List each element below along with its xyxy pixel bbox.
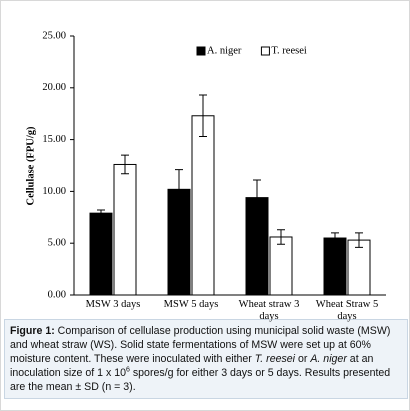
error-bar bbox=[199, 94, 207, 137]
legend-swatch bbox=[196, 46, 206, 56]
x-tick-label: Wheat Straw 5 days bbox=[315, 299, 379, 322]
y-tick-label: 10.00 bbox=[42, 186, 66, 197]
caption-text: spores/g for either 3 days or 5 days. Re… bbox=[10, 367, 391, 393]
x-tick-label: Wheat straw 3 days bbox=[238, 299, 300, 322]
caption-text: A. niger bbox=[310, 353, 347, 365]
error-bar bbox=[355, 232, 363, 248]
caption-text: Figure 1: bbox=[10, 325, 55, 337]
y-tick-label: 0.00 bbox=[48, 289, 66, 300]
caption-text: or bbox=[295, 353, 311, 365]
error-bar bbox=[331, 232, 339, 244]
legend-label: T. reesei bbox=[271, 45, 306, 56]
bar bbox=[323, 237, 347, 296]
y-tick-label: 25.00 bbox=[42, 30, 66, 41]
caption: Figure 1: Comparison of cellulase produc… bbox=[4, 319, 408, 399]
error-bar bbox=[277, 229, 285, 245]
y-tick-label: 5.00 bbox=[48, 238, 66, 249]
x-tick-label: MSW 3 days bbox=[85, 299, 141, 310]
bar bbox=[269, 236, 293, 296]
caption-text: T. reesei bbox=[254, 353, 296, 365]
caption-text: at an inoculation size of 1 x 10 bbox=[10, 353, 374, 379]
legend-label: A. niger bbox=[207, 45, 242, 56]
bar bbox=[347, 239, 371, 296]
caption-text: Comparison of cellulase production using… bbox=[10, 325, 391, 365]
error-bar bbox=[121, 154, 129, 175]
chart: Cellulase (FPU/g) 0.00 5.00 10.00 15.00 20.0… bbox=[25, 30, 386, 300]
bar bbox=[113, 163, 137, 296]
bar bbox=[191, 115, 215, 296]
error-bar bbox=[97, 209, 105, 217]
y-axis-label: Cellulase (FPU/g) bbox=[25, 126, 36, 206]
caption-text: 6 bbox=[126, 366, 130, 374]
y-tick-label: 15.00 bbox=[42, 134, 66, 145]
x-tick-label: MSW 5 days bbox=[163, 299, 219, 310]
error-bar bbox=[175, 169, 183, 210]
error-bar bbox=[253, 179, 261, 216]
legend-swatch bbox=[260, 46, 270, 56]
bar bbox=[89, 212, 113, 296]
y-tick-label: 20.00 bbox=[42, 82, 66, 93]
